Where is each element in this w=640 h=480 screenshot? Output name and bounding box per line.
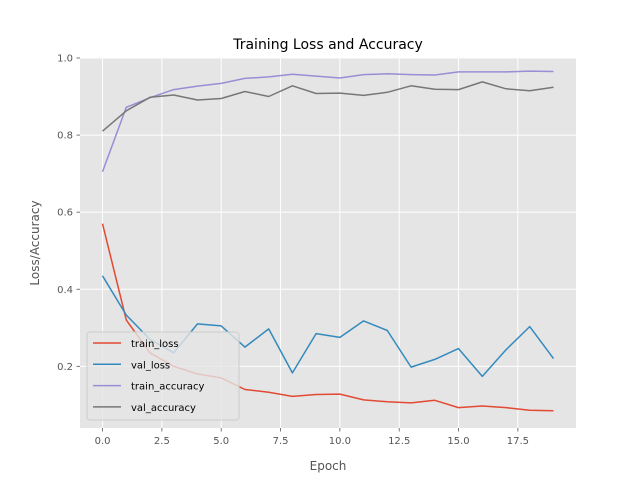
axis-ticks: 0.0 2.5 5.0 7.5 10.0 12.5 15.0 17.5 0.2 0.4 0.6 0.8… bbox=[57, 54, 529, 448]
x-axis-label: Epoch bbox=[310, 459, 347, 473]
y-tick-label: 0.4 bbox=[57, 285, 73, 296]
y-tick-label: 0.2 bbox=[57, 362, 73, 373]
x-tick-label: 17.5 bbox=[507, 436, 529, 447]
x-tick-label: 12.5 bbox=[388, 436, 410, 447]
series-line-val-accuracy bbox=[102, 81, 554, 132]
series-line-train-accuracy bbox=[101, 70, 554, 172]
legend-box bbox=[86, 331, 240, 421]
x-tick-label: 0.0 bbox=[95, 436, 111, 447]
legend: train_loss val_loss train_accuracy val_accu… bbox=[86, 331, 240, 421]
legend-label: train_accuracy bbox=[131, 382, 204, 393]
grid bbox=[80, 57, 576, 428]
legend-label: train_loss bbox=[131, 339, 179, 350]
y-tick-label: 0.8 bbox=[57, 131, 73, 142]
y-tick-label: 0.6 bbox=[57, 208, 73, 219]
legend-label: val_loss bbox=[131, 360, 170, 371]
legend-label: val_accuracy bbox=[131, 403, 196, 414]
y-tick-label: 1.0 bbox=[57, 54, 73, 65]
x-tick-label: 5.0 bbox=[213, 436, 229, 447]
x-tick-label: 15.0 bbox=[447, 436, 469, 447]
x-tick-label: 10.0 bbox=[329, 436, 351, 447]
x-tick-label: 2.5 bbox=[154, 436, 170, 447]
y-axis-label: Loss/Accuracy bbox=[28, 200, 42, 285]
x-tick-label: 7.5 bbox=[273, 436, 289, 447]
chart-title: Training Loss and Accuracy bbox=[232, 37, 423, 53]
